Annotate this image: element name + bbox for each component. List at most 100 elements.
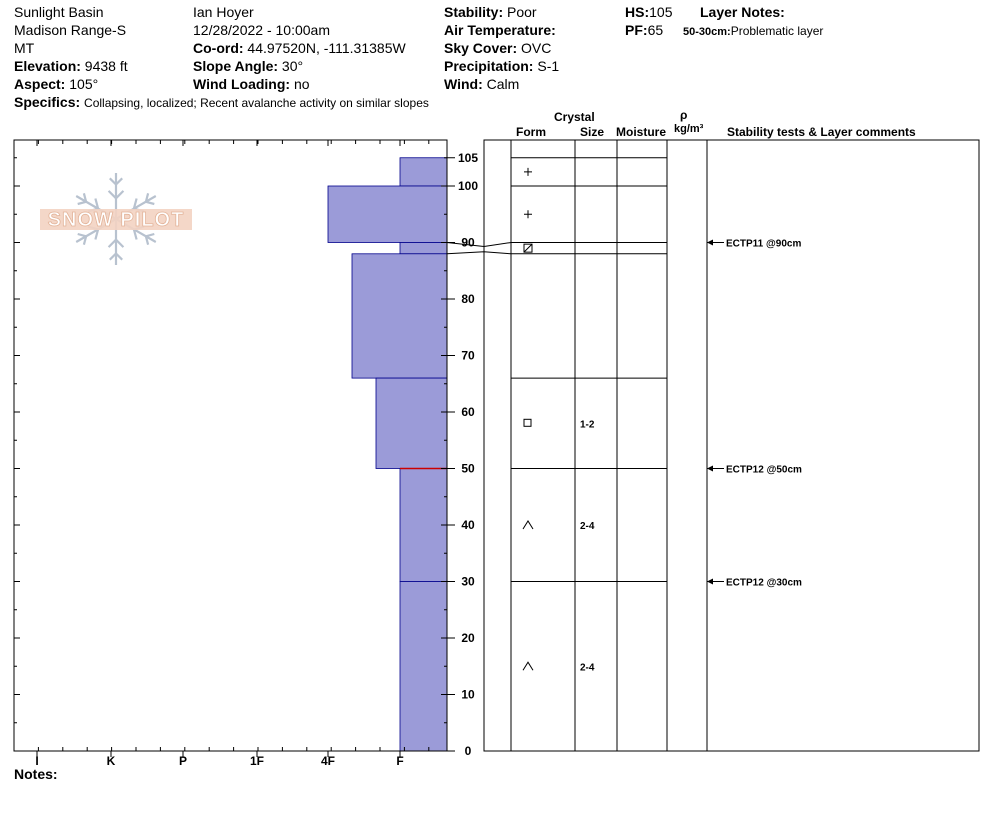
elevation-value: 9438 ft [80, 58, 128, 74]
depth-tick-label: 40 [461, 518, 475, 532]
specifics-value: Collapsing, localized; Recent avalanche … [84, 96, 429, 110]
hardness-frame-box [13, 139, 448, 752]
penetration-foot: PF:65 [625, 21, 663, 39]
hardness-tick-label: 4F [321, 754, 335, 768]
pf-value: 65 [647, 22, 664, 38]
grain-form-precip [524, 210, 532, 219]
stability-tests-header: Stability tests & Layer comments [727, 125, 916, 139]
snowflake-branch [144, 193, 150, 203]
pf-label: PF: [625, 22, 648, 38]
grain-size-label: 2-4 [580, 521, 595, 532]
grain-form-faceted [523, 418, 532, 427]
snowflake-branch [115, 190, 125, 200]
depth-axis: 0 10 20 30 40 50 60 70 80 90 100 105 [447, 151, 478, 758]
hardness-tick-label: 1F [250, 754, 264, 768]
precip-value: S-1 [533, 58, 560, 74]
hs-label: HS: [625, 4, 650, 20]
test-pointer-arrow [707, 578, 713, 585]
form-header: Form [516, 125, 546, 139]
coord-value: 44.97520N, -111.31385W [243, 40, 406, 56]
hardness-bar [399, 157, 448, 187]
depth-tick-label: 30 [461, 575, 475, 589]
snowflake-branch [77, 232, 87, 238]
snowflake-branch [94, 229, 100, 240]
depth-tick-label: 70 [461, 349, 475, 363]
wind-value: Calm [482, 76, 520, 92]
hardness-bar [399, 468, 448, 582]
hardness-tick-label: F [396, 754, 403, 768]
grain-form-precip [524, 167, 532, 176]
sky-label: Sky Cover: [444, 40, 518, 56]
snowflake-branch [115, 238, 125, 248]
range-name: Madison Range-S [14, 22, 127, 38]
grain-form-depth-hoar [522, 520, 534, 530]
layer-note: 50-30cm:Problematic layer [683, 23, 823, 40]
slope-angle: Slope Angle: 30° [193, 57, 303, 75]
snowflake-branch [109, 252, 117, 261]
layer-connector [446, 242, 512, 248]
notes-label: Notes: [14, 766, 58, 782]
aspect-value: 105° [65, 76, 99, 92]
wind-label: Wind: [444, 76, 483, 92]
sky-cover: Sky Cover: OVC [444, 39, 551, 57]
coordinates: Co-ord: 44.97520N, -111.31385W [193, 39, 406, 57]
wind-loading-label: Wind Loading: [193, 76, 291, 92]
hardness-tick-label: P [179, 754, 187, 768]
snowflake-branch [145, 232, 155, 238]
stability-test-label: ECTP12 @30cm [726, 578, 802, 589]
stability: Stability: Poor [444, 3, 537, 21]
snowflake-branch [107, 190, 117, 200]
coord-label: Co-ord: [193, 40, 244, 56]
depth-tick-label: 105 [458, 151, 478, 165]
wind-loading: Wind Loading: no [193, 75, 310, 93]
wind-loading-value: no [290, 76, 310, 92]
observer-name: Ian Hoyer [193, 4, 254, 20]
hardness-frame: I K P 1F 4F F [13, 139, 448, 768]
hardness-profile [327, 157, 448, 752]
grain-size-label: 1-2 [580, 419, 595, 430]
snowflake-branch [115, 252, 123, 261]
elevation-label: Elevation: [14, 58, 81, 74]
test-pointer-arrow [707, 465, 713, 472]
crystal-header: Crystal [554, 110, 595, 124]
snowflake-branch [145, 200, 155, 206]
depth-tick-label: 0 [465, 744, 472, 758]
stability-label: Stability: [444, 4, 504, 20]
hardness-bar [351, 253, 448, 379]
precipitation: Precipitation: S-1 [444, 57, 559, 75]
stratigraphy-table: 1-2 2-4 2-4 [446, 139, 980, 752]
snowflake-branch [115, 177, 123, 186]
hardness-bar [375, 377, 448, 469]
aspect-label: Aspect: [14, 76, 66, 92]
wind: Wind: Calm [444, 75, 519, 93]
logo-banner [40, 209, 192, 230]
slope-value: 30° [278, 58, 304, 74]
layer-note-range: 50-30cm: [683, 26, 731, 38]
depth-tick-label: 90 [461, 236, 475, 250]
elevation: Elevation: 9438 ft [14, 57, 128, 75]
hardness-bar [327, 185, 448, 243]
moisture-header: Moisture [616, 125, 667, 139]
sky-value: OVC [517, 40, 552, 56]
depth-tick-label: 60 [461, 405, 475, 419]
snowflake-branch [144, 236, 150, 245]
grain-form-mixed [523, 243, 533, 253]
hardness-bar [399, 581, 448, 752]
stability-test-label: ECTP11 @90cm [726, 239, 801, 250]
size-header: Size [580, 125, 605, 139]
snowpilot-logo: SNOW PILOT [40, 173, 192, 265]
air-temperature-label: Air Temperature: [444, 22, 556, 38]
depth-tick-label: 10 [461, 688, 475, 702]
depth-tick-label: 100 [458, 179, 478, 193]
state-name: MT [14, 40, 35, 56]
specifics: Specifics: Collapsing, localized; Recent… [14, 93, 429, 112]
grain-size-label: 2-4 [580, 662, 595, 673]
specifics-label: Specifics: [14, 94, 81, 110]
hardness-tick-label: I [35, 754, 38, 768]
hardness-tick-label: K [107, 754, 116, 768]
snowflake-branch [82, 193, 88, 203]
logo-text: SNOW PILOT [48, 209, 185, 231]
depth-tick-label: 80 [461, 292, 475, 306]
aspect: Aspect: 105° [14, 75, 98, 93]
